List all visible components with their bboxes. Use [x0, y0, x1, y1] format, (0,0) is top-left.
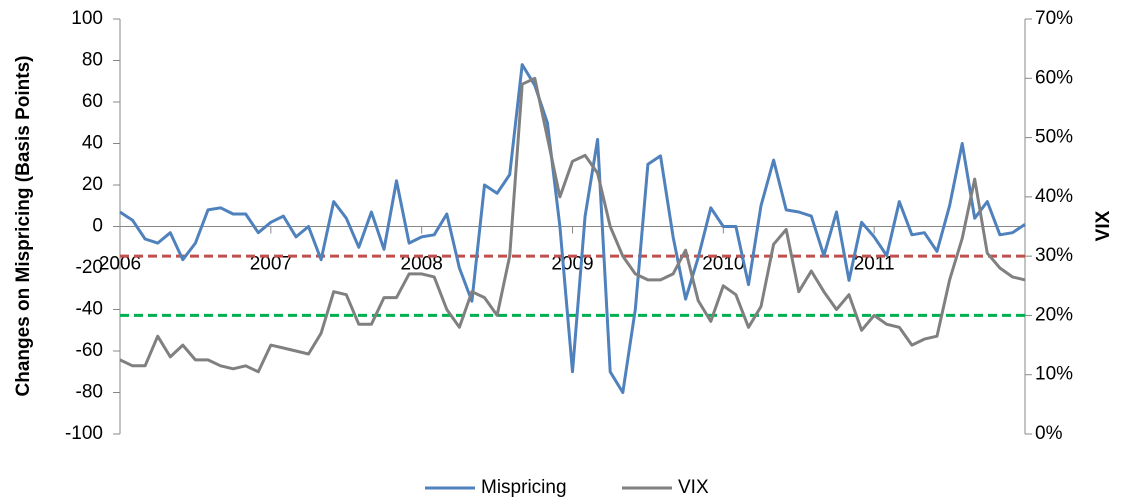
- y-tick-label: -60: [76, 340, 103, 361]
- y-tick-label: 100: [71, 8, 103, 29]
- y-tick-label: -20: [76, 257, 103, 278]
- legend-label: VIX: [678, 477, 709, 498]
- legend-label: Mispricing: [481, 477, 567, 498]
- y2-tick-label: 50%: [1035, 127, 1073, 148]
- y2-tick-label: 10%: [1035, 364, 1073, 385]
- x-tick-label: 2007: [250, 254, 292, 275]
- y-tick-label: 20: [82, 174, 103, 195]
- y2-tick-label: 20%: [1035, 304, 1073, 325]
- y2-tick-label: 70%: [1035, 8, 1073, 29]
- y2-tick-label: 0%: [1035, 423, 1063, 444]
- x-tick-label: 2011: [854, 254, 895, 275]
- y2-tick-label: 30%: [1035, 245, 1073, 266]
- y-axis-title: Changes on Mispricing (Basis Points): [13, 56, 34, 397]
- y-tick-label: 80: [82, 50, 103, 71]
- y-tick-label: -40: [76, 299, 103, 320]
- series-line: [119, 76, 1026, 374]
- y2-tick-label: 60%: [1035, 67, 1073, 88]
- series-line: [119, 63, 1026, 394]
- y2-axis-title: VIX: [1093, 210, 1114, 241]
- x-tick-label: 2010: [702, 254, 744, 275]
- y2-tick-label: 40%: [1035, 186, 1073, 207]
- y-tick-label: -80: [76, 382, 103, 403]
- y-tick-label: -100: [65, 423, 103, 444]
- y-tick-label: 40: [82, 133, 103, 154]
- x-tick-label: 2006: [99, 254, 141, 275]
- y-tick-label: 60: [82, 91, 103, 112]
- y-tick-label: 0: [92, 216, 103, 237]
- x-tick-label: 2008: [401, 254, 443, 275]
